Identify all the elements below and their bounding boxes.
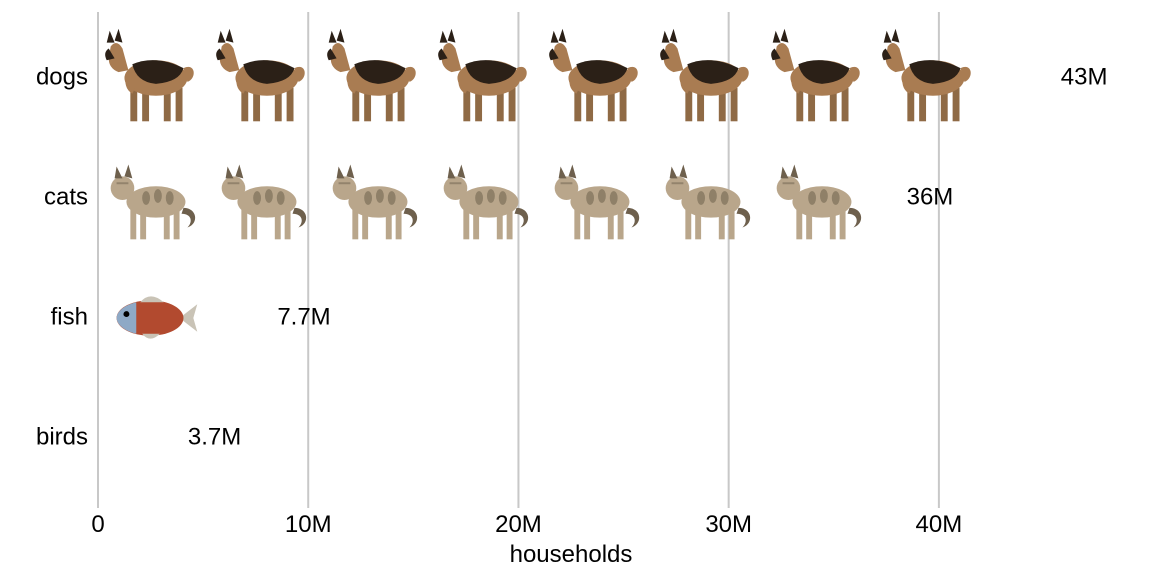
category-label: birds	[36, 423, 88, 450]
dog-icon	[216, 29, 305, 121]
pictogram-row-bird: birds 3.7M	[36, 412, 241, 469]
dog-icon	[549, 29, 638, 121]
bird-icon	[105, 412, 194, 469]
value-label: 43M	[1061, 63, 1108, 90]
cat-icon	[111, 165, 196, 240]
pictogram-row-dog: dogs 43M	[36, 29, 1108, 121]
value-label: 3.7M	[188, 423, 241, 450]
category-label: fish	[51, 303, 88, 330]
dog-icon	[771, 29, 860, 121]
cat-icon	[333, 165, 418, 240]
x-tick-label: 30M	[705, 511, 752, 538]
category-label: dogs	[36, 63, 88, 90]
value-label: 7.7M	[277, 303, 330, 330]
pictogram-row-cat: cats 36M	[44, 165, 972, 240]
x-tick-label: 40M	[916, 511, 963, 538]
dog-icon	[438, 29, 527, 121]
value-label: 36M	[907, 183, 954, 210]
fish-icon	[117, 296, 198, 338]
cat-icon	[777, 165, 862, 240]
pictogram-chart: dogs 43M cats 36M fish 7.7M birds 3.7M 0 10M 20M 3…	[0, 0, 1152, 576]
dog-icon	[882, 29, 971, 121]
x-axis-label: households	[510, 541, 633, 568]
dog-icon	[105, 29, 194, 121]
cat-icon	[555, 165, 640, 240]
dog-icon	[327, 29, 416, 121]
category-label: cats	[44, 183, 88, 210]
pictogram-row-fish: fish 7.7M	[51, 296, 331, 338]
cat-icon	[666, 165, 751, 240]
x-tick-label: 20M	[495, 511, 542, 538]
x-tick-label: 10M	[285, 511, 332, 538]
cat-icon	[444, 165, 529, 240]
dog-icon	[660, 29, 749, 121]
cat-icon	[222, 165, 307, 240]
x-tick-label: 0	[91, 511, 104, 538]
